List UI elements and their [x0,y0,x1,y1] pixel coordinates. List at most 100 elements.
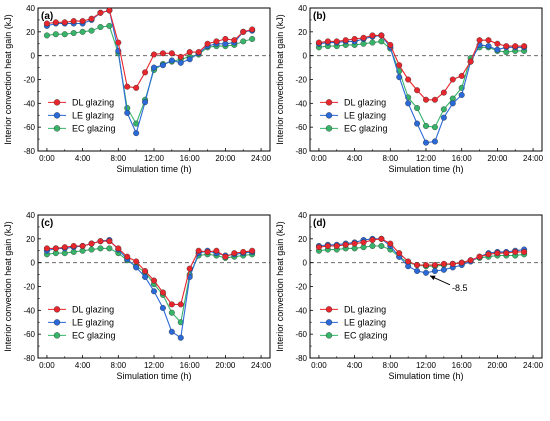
legend: DL glazing LE glazing EC glazing [320,304,388,340]
data-point [168,309,175,316]
data-point [414,87,421,94]
data-point [494,46,501,53]
data-point [52,245,59,252]
data-point [249,36,256,42]
legend-label: EC glazing [72,330,116,340]
data-point [360,34,367,41]
data-point [440,260,447,267]
data-point [414,105,421,112]
annotation-arrowhead [430,275,436,281]
data-point [503,43,510,50]
legend: DL glazing LE glazing EC glazing [320,97,388,133]
data-point [70,30,77,37]
data-point [458,259,465,266]
x-tick-label: 8:00 [111,361,127,370]
data-point [378,235,385,242]
x-tick-label: 20:00 [215,154,236,163]
legend-marker [53,125,61,132]
data-point [177,334,184,341]
data-point [405,258,412,265]
data-point [458,72,465,79]
data-point [159,304,166,311]
x-axis-title: Simulation time (h) [116,164,191,174]
data-point [231,37,238,44]
series-line [46,240,253,305]
legend-marker [53,332,61,339]
legend-label: LE glazing [344,110,386,120]
x-tick-label: 16:00 [452,361,473,370]
data-point [324,243,331,249]
x-tick-label: 8:00 [383,154,399,163]
legend: DL glazing LE glazing EC glazing [48,304,116,340]
y-tick-label: -20 [23,283,35,292]
x-axis-title: Simulation time (h) [116,371,191,381]
data-point [61,31,68,38]
y-tick-label: -40 [295,99,307,108]
data-point [476,37,483,44]
data-point [494,40,501,47]
data-point [378,243,385,249]
data-point [521,248,528,255]
series-line [318,245,525,267]
data-point [369,237,376,243]
y-tick-label: -20 [295,283,307,292]
data-point [431,96,438,103]
y-tick-label: -40 [295,306,307,315]
legend-marker [325,319,333,326]
data-point [240,28,247,35]
series-dl-glazing [315,235,528,269]
data-point [151,51,157,58]
legend-label: LE glazing [344,317,386,327]
data-point [423,262,429,269]
data-point [43,20,50,27]
x-tick-label: 12:00 [144,361,165,370]
data-point [177,53,184,60]
x-tick-label: 0:00 [39,154,55,163]
x-tick-label: 12:00 [144,154,165,163]
legend: DL glazing LE glazing EC glazing [48,97,116,133]
data-point [342,241,349,248]
data-point [88,15,95,22]
panel-label: (c) [41,218,53,229]
data-point [159,62,166,69]
data-point [240,38,247,45]
chart-panel-2: -80 -60 -40 -20 0 20 40 0:00 4:00 8:00 12:00 16:00 2… [275,4,544,174]
data-point [151,64,157,71]
y-axis-title: Interior convection heat gain (kJ) [3,221,13,352]
data-point [494,250,501,257]
y-tick-label: -80 [23,354,35,363]
data-point [159,289,166,296]
data-point [440,266,447,273]
x-tick-label: 24:00 [251,154,272,163]
data-point [467,58,474,65]
data-point [142,69,149,76]
x-axis-title: Simulation time (h) [388,164,463,174]
panel-label: (a) [41,11,53,22]
data-point [124,109,131,116]
data-point [342,37,349,44]
data-point [222,36,229,42]
annotation-label: -8.5 [452,283,468,293]
data-point [440,106,447,113]
x-tick-label: 24:00 [251,361,272,370]
data-point [467,257,474,264]
x-tick-label: 0:00 [311,154,327,163]
legend-label: DL glazing [72,97,114,107]
data-point [61,19,68,26]
legend-label: DL glazing [72,304,114,314]
data-point [97,9,104,16]
data-point [97,24,104,31]
y-tick-label: 40 [26,4,35,13]
data-point [124,83,131,90]
y-axis-title: Interior convection heat gain (kJ) [3,14,13,145]
x-tick-label: 4:00 [75,154,91,163]
data-point [387,240,394,247]
data-point [249,247,256,254]
data-point [369,32,376,39]
legend-label: EC glazing [344,123,388,133]
data-point [168,57,175,64]
data-point [142,99,149,106]
data-point [151,288,157,295]
data-point [88,27,95,34]
